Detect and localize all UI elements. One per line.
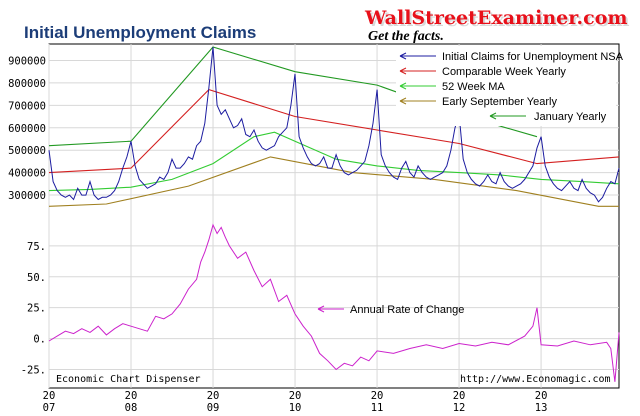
legend-label: January Yearly: [534, 111, 607, 123]
series-line: [48, 223, 620, 382]
y-tick-label: 500000: [8, 145, 46, 157]
y-tick-label: 900000: [8, 55, 46, 67]
y-tick-label: 600000: [8, 123, 46, 135]
legend-arrow: [399, 97, 407, 105]
legend-label: 52 Week MA: [442, 81, 505, 93]
legend-arrow: [399, 52, 407, 60]
y-tick-label: 0.: [33, 334, 46, 346]
chart-title: Initial Unemployment Claims: [24, 23, 256, 42]
x-tick-label: 12: [453, 402, 466, 414]
annotation: Annual Rate of Change: [317, 304, 464, 316]
legend: Initial Claims for Unemployment NSA Compa…: [396, 46, 624, 126]
brand-tagline: Get the facts.: [368, 29, 444, 44]
x-tick-label: 09: [207, 402, 220, 414]
y-tick-label: 400000: [8, 168, 46, 180]
y-tick-label: 75.: [27, 241, 46, 253]
legend-arrow: [399, 82, 407, 90]
x-tick-label: 08: [125, 402, 138, 414]
x-tick-label: 20: [371, 390, 384, 402]
x-tick-label: 07: [43, 402, 56, 414]
y-tick-label: 700000: [8, 100, 46, 112]
footer-right: http://www.Economagic.com: [460, 374, 611, 385]
brand-logo: WallStreetExaminer.com: [364, 7, 627, 29]
legend-label: Comparable Week Yearly: [442, 66, 566, 78]
footer-left: Economic Chart Dispenser: [56, 374, 201, 385]
x-tick-label: 20: [453, 390, 466, 402]
x-tick-label: 20: [289, 390, 302, 402]
legend-label: Early September Yearly: [442, 96, 557, 108]
brand-shadow: WallStreetExaminer.com: [366, 9, 629, 31]
y-axis-ticks: 900000 800000 700000 600000 500000 400000 3000…: [8, 55, 46, 376]
y-tick-label: 25.: [27, 303, 46, 315]
legend-arrow: [489, 112, 497, 120]
x-tick-label: 20: [43, 390, 56, 402]
y-tick-label: -25.: [21, 364, 46, 376]
annotation-arrow: [317, 305, 325, 313]
legend-arrow: [399, 67, 407, 75]
y-tick-label: 50.: [27, 272, 46, 284]
x-tick-label: 11: [371, 402, 384, 414]
annotation-text: Annual Rate of Change: [350, 304, 464, 316]
x-tick-label: 13: [535, 402, 548, 414]
y-tick-label: 800000: [8, 78, 46, 90]
x-tick-label: 20: [125, 390, 138, 402]
x-tick-label: 20: [535, 390, 548, 402]
lower-panel: [48, 223, 620, 382]
series-line: [48, 46, 620, 203]
x-tick-label: 20: [207, 390, 220, 402]
x-tick-label: 10: [289, 402, 302, 414]
series-line: [48, 88, 620, 174]
series-line: [48, 131, 620, 192]
legend-label: Initial Claims for Unemployment NSA: [442, 51, 624, 63]
y-tick-label: 300000: [8, 190, 46, 202]
